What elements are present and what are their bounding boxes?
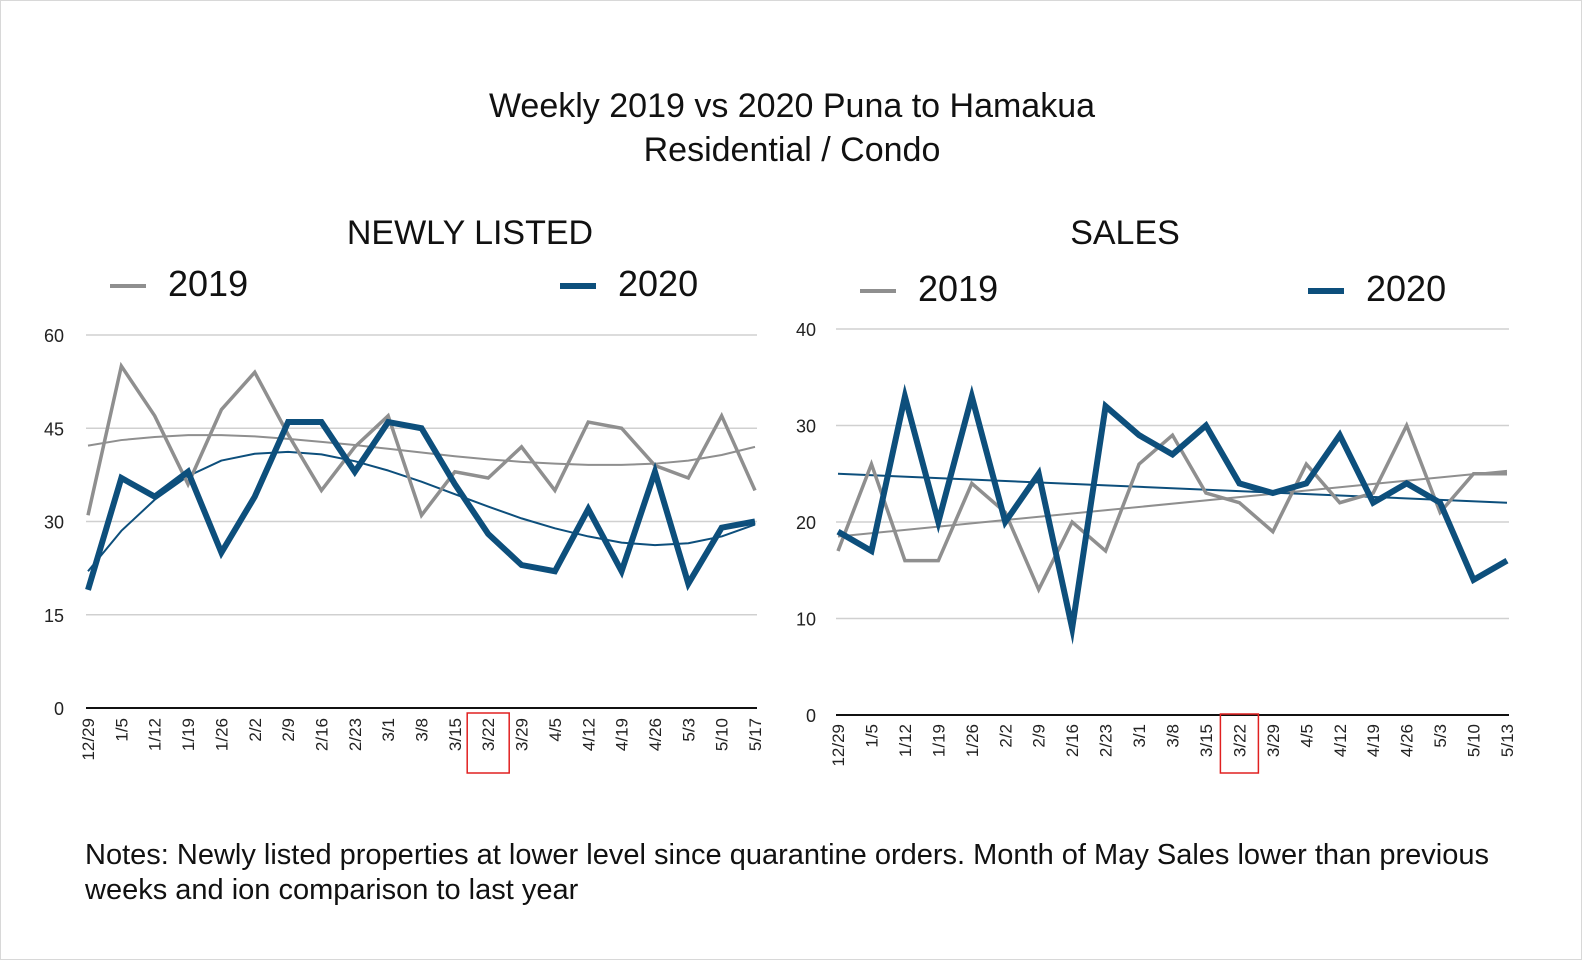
x-tick-label: 2/23 [346, 718, 365, 751]
legend-label-2019: 2019 [168, 263, 249, 304]
series-line-2020 [85, 418, 756, 592]
legend-label-2020: 2020 [1366, 268, 1447, 309]
legend-2020-newly-listed: 2020 [560, 264, 698, 304]
page-title-line1: Weekly 2019 vs 2020 Puna to Hamakua [488, 87, 1096, 125]
x-tick-label: 1/26 [212, 718, 231, 751]
legend-label-2019: 2019 [918, 268, 999, 309]
legend-swatch-2020 [560, 283, 596, 290]
chart-title-sales: SALES [1070, 214, 1180, 252]
x-tick-label: 3/15 [446, 718, 465, 751]
y-tick-label: 60 [44, 326, 64, 346]
y-tick-label: 30 [44, 513, 64, 533]
y-tick-label: 15 [44, 606, 64, 626]
x-tick-label: 4/26 [646, 718, 665, 751]
x-tick-label: 3/22 [479, 718, 498, 751]
x-tick-label: 5/10 [713, 718, 732, 751]
x-tick-label: 3/1 [379, 718, 398, 742]
legend-swatch-2020 [1308, 288, 1344, 295]
x-tick-label: 3/8 [413, 718, 432, 742]
page-title: Weekly 2019 vs 2020 Puna to Hamakua Resi… [0, 84, 1584, 172]
x-tick-label: 1/12 [146, 718, 165, 751]
legend-2019-sales: 2019 [860, 269, 998, 309]
y-tick-label: 0 [54, 699, 64, 719]
legend-label-2020: 2020 [618, 263, 699, 304]
legend-2019-newly-listed: 2019 [110, 264, 248, 304]
chart-title-newly-listed: NEWLY LISTED [346, 214, 594, 252]
trendline-2020 [87, 450, 756, 572]
trendline-2019 [87, 434, 756, 466]
x-tick-label: 1/5 [112, 718, 131, 742]
x-tick-label: 12/29 [79, 718, 98, 761]
x-tick-label: 2/16 [312, 718, 331, 751]
legend-swatch-2019 [860, 289, 896, 294]
legend-2020-sales: 2020 [1308, 269, 1446, 309]
y-tick-label: 45 [44, 419, 64, 439]
x-tick-label: 4/12 [579, 718, 598, 751]
x-tick-label: 4/5 [546, 718, 565, 742]
series-line-2019 [86, 361, 757, 519]
x-tick-label: 2/9 [279, 718, 298, 742]
x-tick-label: 1/19 [179, 718, 198, 751]
x-tick-label: 2/2 [246, 718, 265, 742]
x-tick-label: 4/19 [613, 718, 632, 751]
notes-text: Notes: Newly listed properties at lower … [85, 839, 1489, 906]
x-tick-label: 3/29 [513, 718, 532, 751]
x-tick-label: 5/3 [679, 718, 698, 742]
page-title-line2: Residential / Condo [643, 131, 941, 169]
highlight-box-3-22 [466, 712, 510, 774]
x-tick-label: 5/17 [746, 718, 765, 751]
legend-swatch-2019 [110, 284, 146, 289]
